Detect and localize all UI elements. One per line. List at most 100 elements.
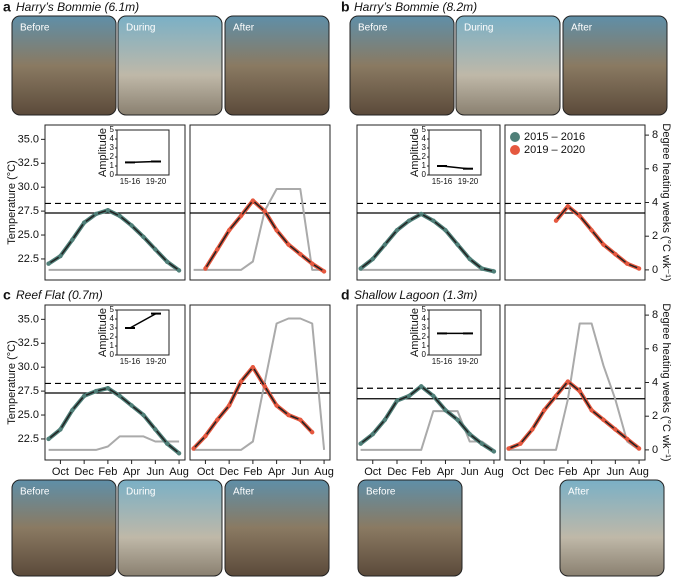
temperature-point xyxy=(153,427,158,432)
inset-y-tick-label: 3 xyxy=(422,323,427,332)
inset-frame xyxy=(116,129,170,176)
temperature-line xyxy=(360,385,495,453)
photo-label: During xyxy=(464,23,493,34)
inset-y-tick-label: 2 xyxy=(422,332,427,341)
y-axis-label: Temperature (°C) xyxy=(6,160,18,244)
photo xyxy=(357,479,463,577)
temperature-band xyxy=(47,208,181,273)
x-tick-label: Feb xyxy=(98,466,117,478)
temperature-point xyxy=(625,436,630,442)
dhw-line xyxy=(193,317,326,451)
photo-label: During xyxy=(126,23,155,34)
temperature-point xyxy=(274,228,279,233)
temperature-point xyxy=(382,242,388,247)
inset-y-tick-label: 0 xyxy=(422,170,427,179)
x-tick-label: Aug xyxy=(629,466,649,478)
temperature-point xyxy=(577,213,582,219)
temperature-point xyxy=(467,431,472,437)
y-tick-label: 30.0 xyxy=(18,181,39,193)
x-tick-label: Oct xyxy=(512,466,529,478)
temperature-point xyxy=(165,441,170,446)
inset-x-label: 19-20 xyxy=(458,177,479,186)
inset-frame xyxy=(428,129,482,176)
temperature-point xyxy=(226,403,232,408)
temperature-point xyxy=(117,213,122,219)
y2-tick-label: 8 xyxy=(652,129,658,141)
temperature-point xyxy=(443,408,448,413)
temperature-line xyxy=(555,205,640,270)
temperature-point xyxy=(358,441,363,446)
y-axis-label: Temperature (°C) xyxy=(6,340,18,424)
legend-label: 2019 – 2020 xyxy=(524,144,585,156)
plot-frame xyxy=(356,304,501,461)
temperature-point xyxy=(310,261,315,266)
temperature-point xyxy=(215,417,220,423)
inset-y-tick-label: 1 xyxy=(110,341,115,350)
temperature-point xyxy=(70,408,75,413)
x-tick-label: Dec xyxy=(219,466,239,478)
temperature-point xyxy=(530,427,535,432)
y2-tick-label: 6 xyxy=(652,343,658,355)
x-tick-label: Jun xyxy=(146,466,164,478)
inset-y-tick-label: 2 xyxy=(110,332,115,341)
plot-frame xyxy=(44,304,186,461)
dhw-line xyxy=(360,410,495,451)
temperature-point xyxy=(625,261,630,266)
temperature-point xyxy=(176,451,182,456)
temperature-point xyxy=(553,218,559,223)
legend-label: 2015 – 2016 xyxy=(524,131,585,143)
temperature-point xyxy=(479,441,485,446)
x-tick-label: Jun xyxy=(461,466,479,478)
y2-tick-label: 0 xyxy=(652,444,658,456)
temperature-point xyxy=(406,218,412,223)
inset-frame xyxy=(428,309,482,356)
y-tick-label: 32.5 xyxy=(18,337,39,349)
y-tick-label: 22.5 xyxy=(18,253,39,265)
temperature-point xyxy=(117,393,122,399)
temperature-point xyxy=(455,242,460,247)
y-tick-label: 25.0 xyxy=(18,229,39,241)
y-tick-label: 30.0 xyxy=(18,361,39,373)
inset-x-label: 19-20 xyxy=(146,177,167,186)
temperature-point xyxy=(419,211,424,217)
y2-tick-label: 0 xyxy=(652,264,658,276)
photo xyxy=(11,479,117,577)
temperature-point xyxy=(491,449,497,454)
photo xyxy=(11,15,117,116)
inset-y-tick-label: 3 xyxy=(110,323,115,332)
inset-y-label: Amplitude xyxy=(97,308,109,357)
y2-tick-label: 2 xyxy=(652,230,658,242)
inset-y-tick-label: 5 xyxy=(422,305,427,314)
panel-title: Harry’s Bommie (8.2m) xyxy=(354,0,477,14)
dhw-line xyxy=(508,322,640,451)
x-tick-label: Dec xyxy=(387,466,407,478)
temperature-point xyxy=(141,412,146,418)
photo-label: Before xyxy=(20,23,50,34)
photo xyxy=(559,479,665,577)
temperature-point xyxy=(238,213,244,219)
x-tick-label: Oct xyxy=(52,466,69,478)
y-tick-label: 27.5 xyxy=(18,205,39,217)
temperature-point xyxy=(165,259,170,265)
panel-letter: a xyxy=(3,0,11,15)
y2-tick-label: 6 xyxy=(652,163,658,175)
inset-y-tick-label: 4 xyxy=(110,134,115,143)
y2-axis-label: Degree heating weeks (°C wk⁻¹) xyxy=(660,123,672,281)
plot-frame xyxy=(189,124,331,281)
temperature-point xyxy=(370,431,375,437)
temperature-point xyxy=(203,433,208,439)
inset-y-tick-label: 4 xyxy=(422,134,427,143)
y-tick-label: 27.5 xyxy=(18,385,39,397)
panel-letter: c xyxy=(3,287,11,303)
temperature-line xyxy=(48,387,180,454)
temperature-point xyxy=(601,242,606,247)
inset-y-tick-label: 1 xyxy=(110,161,115,170)
y-tick-label: 35.0 xyxy=(18,313,39,325)
temperature-point xyxy=(394,228,400,233)
temperature-point xyxy=(105,386,111,391)
temperature-point xyxy=(274,403,279,408)
inset-y-tick-label: 4 xyxy=(110,314,115,323)
photo xyxy=(117,15,223,116)
inset-x-label: 15-16 xyxy=(120,357,141,366)
